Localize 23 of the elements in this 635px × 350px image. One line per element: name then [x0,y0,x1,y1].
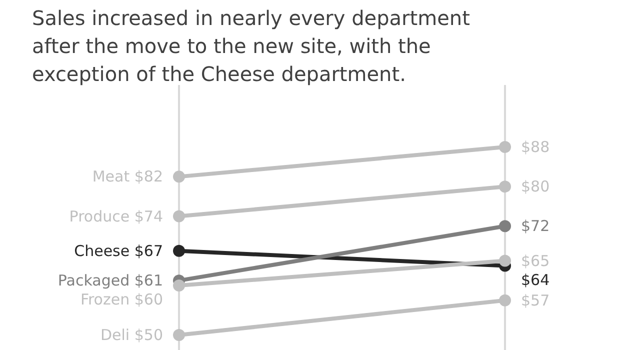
point [499,254,511,267]
point [173,244,185,257]
data-label: $72 [521,217,550,236]
text: Meat $82 [92,168,163,186]
point [499,220,511,232]
point [499,294,511,306]
data-label: $57 [521,291,550,310]
point [499,180,511,193]
text: Cheese $67 [74,242,163,260]
point [499,141,511,153]
text: Produce $74 [69,207,163,226]
text: Deli $50 [100,326,163,344]
point [173,210,185,222]
point [173,329,185,341]
text: Frozen $60 [80,290,163,309]
data-label: $88 [521,138,550,156]
point [173,170,185,183]
data-label: $65 [521,252,550,270]
text: Packaged $61 [58,272,163,290]
data-label: $80 [521,178,550,196]
data-label: $64 [521,270,550,289]
chart-title: Sales increased in nearly every department after the move to the new site, with the exception of the Cheese department. [32,5,471,88]
point [173,280,185,292]
